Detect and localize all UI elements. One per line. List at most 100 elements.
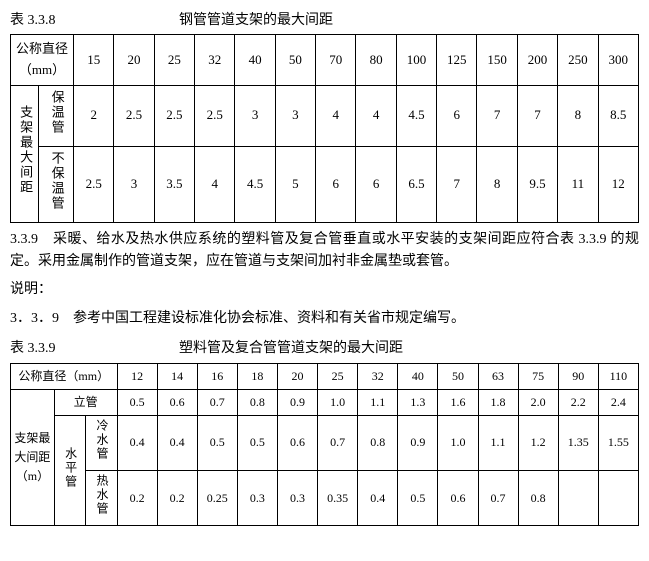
t1-c: 2 (74, 85, 114, 146)
t2-hot-label: 热水管 (86, 471, 117, 526)
t1-c: 2.5 (74, 146, 114, 222)
table1-label: 表 3.3.8 (10, 10, 56, 32)
t1-c: 7 (437, 146, 477, 222)
t2-c: 1.55 (598, 415, 638, 470)
t1-d: 100 (396, 35, 436, 86)
t1-c: 5 (275, 146, 315, 222)
t2-d: 40 (398, 363, 438, 389)
t1-c: 3 (114, 146, 154, 222)
t2-c: 0.6 (438, 471, 478, 526)
t2-d: 14 (157, 363, 197, 389)
t1-d: 80 (356, 35, 396, 86)
t2-c: 1.3 (398, 389, 438, 415)
t2-d: 110 (598, 363, 638, 389)
t2-c: 0.5 (197, 415, 237, 470)
t2-c: 0.7 (197, 389, 237, 415)
t1-head-diam-b: （mm） (19, 62, 65, 77)
t2-c (598, 471, 638, 526)
t2-side-main-2: 大间距 (14, 450, 50, 464)
t1-d: 250 (558, 35, 598, 86)
t2-c: 0.3 (237, 471, 277, 526)
t1-row2-label: 不保温管 (39, 146, 74, 222)
t2-c: 1.8 (478, 389, 518, 415)
t2-side-main-1: 支架最 (14, 431, 50, 445)
t1-c: 2.5 (195, 85, 235, 146)
t1-head-diam-a: 公称直径 (16, 41, 68, 56)
t1-c: 12 (598, 146, 639, 222)
t2-d: 63 (478, 363, 518, 389)
t1-c: 9.5 (517, 146, 557, 222)
para-339a: 3.3.9 采暖、给水及热水供应系统的塑料管及复合管垂直或水平安装的支架间距应符… (10, 229, 639, 274)
para-339b: 3．3．9 参考中国工程建设标准化协会标准、资料和有关省市规定编写。 (10, 308, 639, 330)
t2-c: 0.8 (358, 415, 398, 470)
t2-d: 90 (558, 363, 598, 389)
t2-c: 2.0 (518, 389, 558, 415)
t1-c: 6 (437, 85, 477, 146)
t2-c: 0.5 (398, 471, 438, 526)
t2-hpipe-text: 水平管 (60, 447, 79, 489)
t2-c: 1.35 (558, 415, 598, 470)
t2-d: 20 (277, 363, 317, 389)
t2-c: 0.25 (197, 471, 237, 526)
t1-side-main-text: 支架最大间距 (14, 105, 35, 195)
t1-d: 20 (114, 35, 154, 86)
t2-c: 0.5 (237, 415, 277, 470)
t2-c: 1.2 (518, 415, 558, 470)
t2-c: 0.2 (117, 471, 157, 526)
t2-d: 50 (438, 363, 478, 389)
t1-c: 6 (356, 146, 396, 222)
t2-c: 0.7 (318, 415, 358, 470)
t1-c: 4.5 (396, 85, 436, 146)
t2-d: 16 (197, 363, 237, 389)
t1-c: 6.5 (396, 146, 436, 222)
table1-caption: 表 3.3.8 钢管管道支架的最大间距 (10, 10, 639, 32)
t2-vpipe-label: 立管 (54, 389, 117, 415)
table2-label: 表 3.3.9 (10, 338, 56, 360)
t2-d: 12 (117, 363, 157, 389)
t1-d: 32 (195, 35, 235, 86)
t2-c: 0.9 (398, 415, 438, 470)
t2-d: 32 (358, 363, 398, 389)
t1-c: 3 (275, 85, 315, 146)
t1-c: 3.5 (154, 146, 194, 222)
t2-c: 0.4 (157, 415, 197, 470)
t2-c: 1.0 (318, 389, 358, 415)
t1-c: 7 (477, 85, 517, 146)
t2-cold-text: 冷水管 (92, 419, 111, 461)
t1-d: 300 (598, 35, 639, 86)
t1-c: 11 (558, 146, 598, 222)
t2-d: 18 (237, 363, 277, 389)
t2-d: 75 (518, 363, 558, 389)
t1-d: 70 (316, 35, 356, 86)
t1-c: 4 (316, 85, 356, 146)
t1-c: 4 (356, 85, 396, 146)
table-plastic-pipe: 公称直径（mm） 12 14 16 18 20 25 32 40 50 63 7… (10, 363, 639, 527)
t1-row2-label-text: 不保温管 (46, 151, 67, 211)
t2-head-diam: 公称直径（mm） (11, 363, 118, 389)
para-expl: 说明： (10, 279, 639, 301)
table1-title: 钢管管道支架的最大间距 (179, 10, 333, 32)
t2-c: 1.0 (438, 415, 478, 470)
t1-c: 2.5 (154, 85, 194, 146)
t1-c: 8 (477, 146, 517, 222)
t2-c: 2.2 (558, 389, 598, 415)
t1-c: 8.5 (598, 85, 639, 146)
t2-c: 0.6 (157, 389, 197, 415)
t2-cold-label: 冷水管 (86, 415, 117, 470)
t1-d: 125 (437, 35, 477, 86)
t2-c: 0.4 (117, 415, 157, 470)
t1-d: 150 (477, 35, 517, 86)
t1-c: 4.5 (235, 146, 275, 222)
t2-side-main: 支架最 大间距 （m） (11, 389, 55, 526)
t2-c: 0.3 (277, 471, 317, 526)
t1-d: 25 (154, 35, 194, 86)
t1-c: 3 (235, 85, 275, 146)
t2-hot-text: 热水管 (92, 474, 111, 516)
t1-c: 4 (195, 146, 235, 222)
t1-head-diam: 公称直径 （mm） (11, 35, 74, 86)
t1-c: 7 (517, 85, 557, 146)
t1-c: 2.5 (114, 85, 154, 146)
t1-c: 8 (558, 85, 598, 146)
t1-row1-label-text: 保温管 (46, 90, 67, 135)
t2-side-main-3: （m） (16, 469, 49, 483)
